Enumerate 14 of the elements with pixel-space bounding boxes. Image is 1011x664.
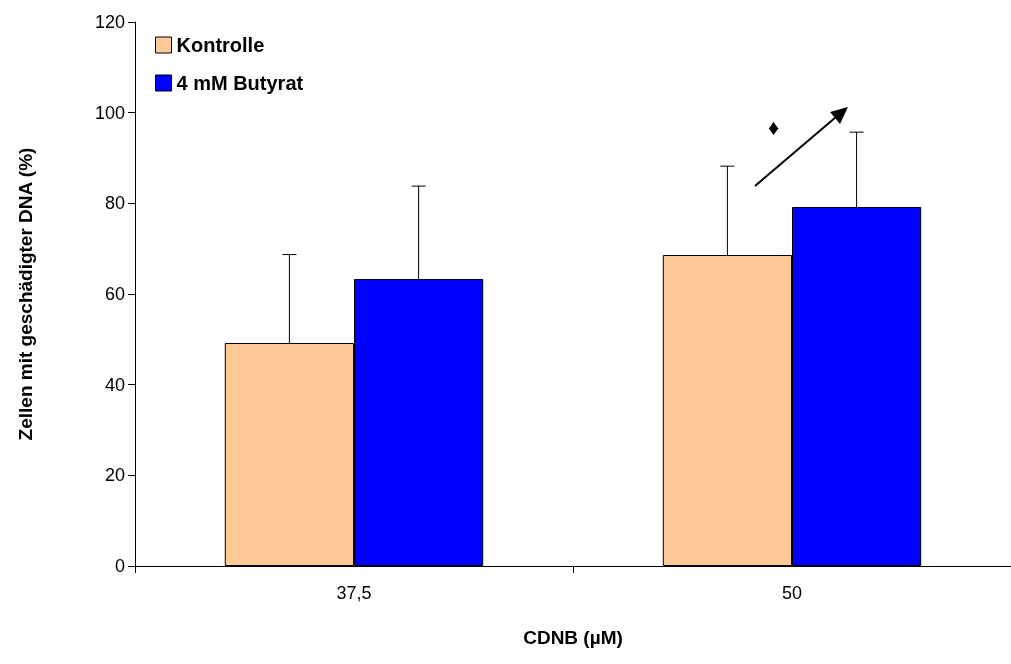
y-tick-label: 60 — [104, 284, 125, 304]
annotation: ♦ — [768, 114, 780, 140]
y-tick-label: 120 — [94, 12, 125, 32]
x-axis-title: CDNB (µM) — [523, 627, 623, 648]
y-tick-label: 40 — [104, 374, 125, 395]
y-axis-title: Zellen mit geschädigter DNA (%) — [15, 147, 36, 441]
y-tick-label: 0 — [114, 556, 125, 576]
legend-label: Kontrolle — [176, 34, 265, 56]
legend-label: 4 mM Butyrat — [176, 72, 304, 94]
x-tick-label: 37,5 — [336, 583, 372, 603]
y-tick-label: 20 — [104, 465, 125, 486]
x-tick-label: 50 — [781, 583, 803, 603]
y-tick-label: 100 — [94, 102, 125, 123]
y-tick-label: 80 — [104, 193, 125, 214]
